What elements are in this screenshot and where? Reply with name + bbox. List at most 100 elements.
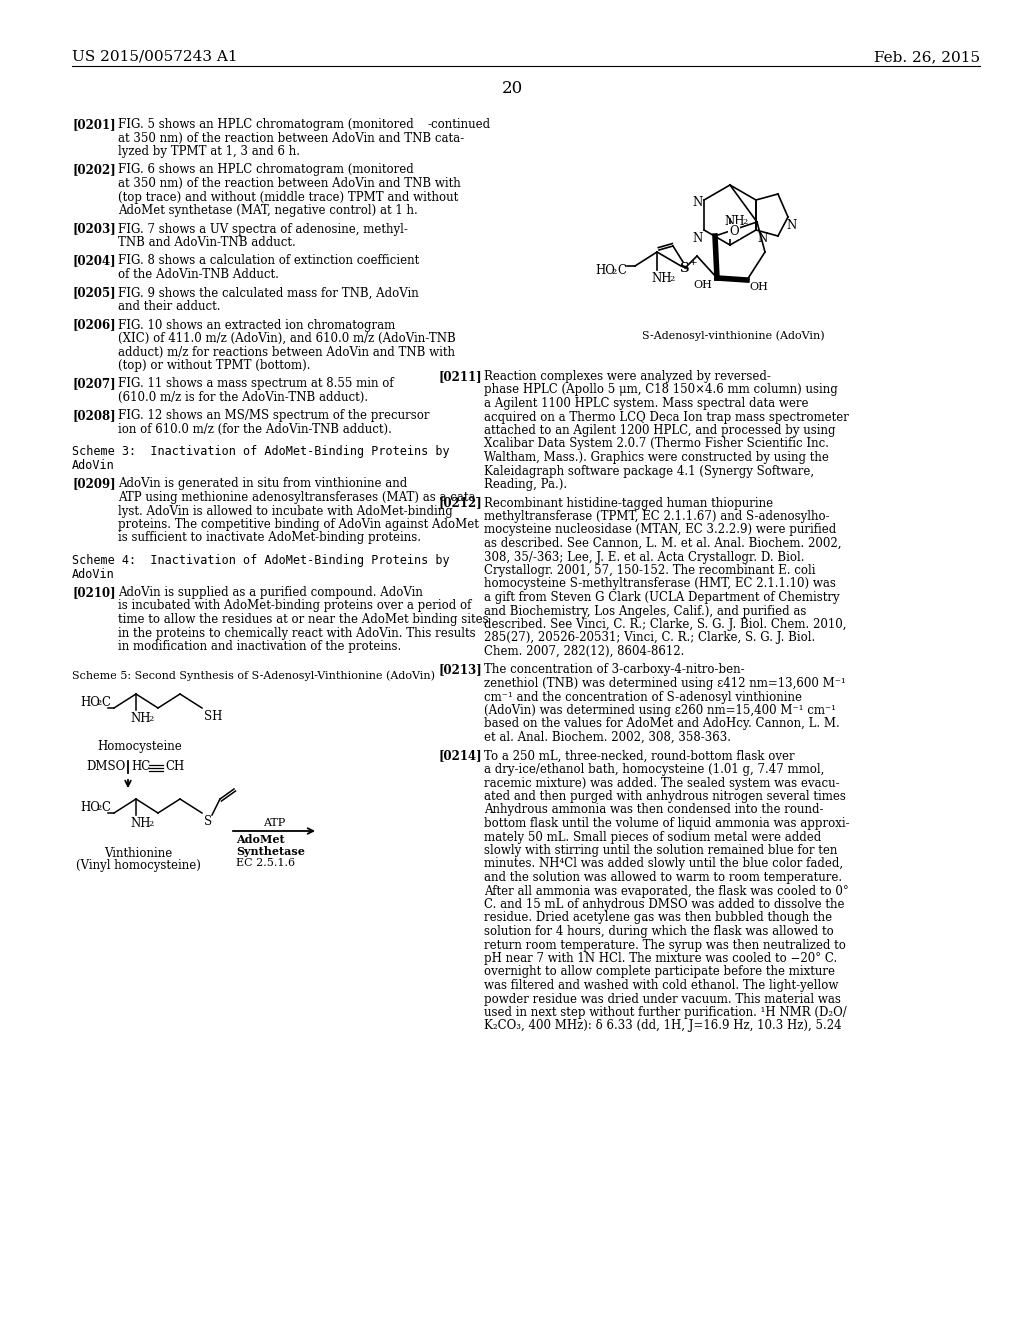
Text: described. See Vinci, C. R.; Clarke, S. G. J. Biol. Chem. 2010,: described. See Vinci, C. R.; Clarke, S. …	[484, 618, 847, 631]
Text: [0210]: [0210]	[72, 586, 116, 599]
Text: FIG. 12 shows an MS/MS spectrum of the precursor: FIG. 12 shows an MS/MS spectrum of the p…	[118, 409, 429, 422]
Text: lyzed by TPMT at 1, 3 and 6 h.: lyzed by TPMT at 1, 3 and 6 h.	[118, 145, 300, 158]
Text: a Agilent 1100 HPLC system. Mass spectral data were: a Agilent 1100 HPLC system. Mass spectra…	[484, 397, 809, 411]
Text: S-Adenosyl-vinthionine (AdoVin): S-Adenosyl-vinthionine (AdoVin)	[642, 330, 824, 341]
Text: K₂CO₃, 400 MHz): δ 6.33 (dd, 1H, J=16.9 Hz, 10.3 Hz), 5.24: K₂CO₃, 400 MHz): δ 6.33 (dd, 1H, J=16.9 …	[484, 1019, 842, 1032]
Text: (XIC) of 411.0 m/z (AdoVin), and 610.0 m/z (AdoVin-TNB: (XIC) of 411.0 m/z (AdoVin), and 610.0 m…	[118, 333, 456, 345]
Text: [0202]: [0202]	[72, 164, 116, 177]
Text: and their adduct.: and their adduct.	[118, 300, 220, 313]
Text: C. and 15 mL of anhydrous DMSO was added to dissolve the: C. and 15 mL of anhydrous DMSO was added…	[484, 898, 845, 911]
Text: NH: NH	[130, 817, 151, 830]
Text: as described. See Cannon, L. M. et al. Anal. Biochem. 2002,: as described. See Cannon, L. M. et al. A…	[484, 537, 842, 550]
Text: mocysteine nucleosidase (MTAN, EC 3.2.2.9) were purified: mocysteine nucleosidase (MTAN, EC 3.2.2.…	[484, 524, 837, 536]
Text: Anhydrous ammonia was then condensed into the round-: Anhydrous ammonia was then condensed int…	[484, 804, 823, 817]
Text: CH: CH	[165, 759, 184, 772]
Text: phase HPLC (Apollo 5 μm, C18 150×4.6 mm column) using: phase HPLC (Apollo 5 μm, C18 150×4.6 mm …	[484, 384, 838, 396]
Text: ion of 610.0 m/z (for the AdoVin-TNB adduct).: ion of 610.0 m/z (for the AdoVin-TNB add…	[118, 422, 392, 436]
Text: US 2015/0057243 A1: US 2015/0057243 A1	[72, 50, 238, 63]
Text: FIG. 9 shows the calculated mass for TNB, AdoVin: FIG. 9 shows the calculated mass for TNB…	[118, 286, 419, 300]
Text: [0212]: [0212]	[438, 496, 481, 510]
Text: 2: 2	[148, 715, 154, 723]
Text: C: C	[101, 696, 110, 709]
Text: S: S	[204, 814, 212, 828]
Text: FIG. 11 shows a mass spectrum at 8.55 min of: FIG. 11 shows a mass spectrum at 8.55 mi…	[118, 378, 393, 391]
Text: at 350 nm) of the reaction between AdoVin and TNB cata-: at 350 nm) of the reaction between AdoVi…	[118, 132, 464, 144]
Text: [0201]: [0201]	[72, 117, 116, 131]
Text: 20: 20	[502, 81, 522, 96]
Text: S: S	[679, 261, 688, 275]
Text: a dry-ice/ethanol bath, homocysteine (1.01 g, 7.47 mmol,: a dry-ice/ethanol bath, homocysteine (1.…	[484, 763, 824, 776]
Text: HC: HC	[131, 759, 151, 772]
Text: NH: NH	[130, 711, 151, 725]
Text: [0206]: [0206]	[72, 318, 116, 331]
Text: HO: HO	[595, 264, 614, 277]
Text: 2: 2	[669, 275, 674, 282]
Text: AdoVin is generated in situ from vinthionine and: AdoVin is generated in situ from vinthio…	[118, 478, 408, 491]
Text: FIG. 7 shows a UV spectra of adenosine, methyl-: FIG. 7 shows a UV spectra of adenosine, …	[118, 223, 408, 235]
Text: [0203]: [0203]	[72, 223, 116, 235]
Text: was filtered and washed with cold ethanol. The light-yellow: was filtered and washed with cold ethano…	[484, 979, 839, 993]
Text: in modification and inactivation of the proteins.: in modification and inactivation of the …	[118, 640, 401, 653]
Text: Reaction complexes were analyzed by reversed-: Reaction complexes were analyzed by reve…	[484, 370, 771, 383]
Text: in the proteins to chemically react with AdoVin. This results: in the proteins to chemically react with…	[118, 627, 475, 639]
Text: NH: NH	[724, 215, 744, 228]
Text: a gift from Steven G Clark (UCLA Department of Chemistry: a gift from Steven G Clark (UCLA Departm…	[484, 591, 840, 605]
Text: HO: HO	[80, 696, 100, 709]
Text: AdoVin: AdoVin	[72, 568, 115, 581]
Text: Homocysteine: Homocysteine	[97, 741, 182, 752]
Text: -continued: -continued	[428, 117, 492, 131]
Text: homocysteine S-methyltransferase (HMT, EC 2.1.1.10) was: homocysteine S-methyltransferase (HMT, E…	[484, 578, 836, 590]
Text: of the AdoVin-TNB Adduct.: of the AdoVin-TNB Adduct.	[118, 268, 279, 281]
Text: EC 2.5.1.6: EC 2.5.1.6	[236, 858, 295, 869]
Text: C: C	[101, 801, 110, 814]
Text: [0208]: [0208]	[72, 409, 116, 422]
Text: Vinthionine: Vinthionine	[103, 847, 172, 861]
Text: N: N	[786, 219, 797, 232]
Text: Synthetase: Synthetase	[236, 846, 305, 857]
Text: at 350 nm) of the reaction between AdoVin and TNB with: at 350 nm) of the reaction between AdoVi…	[118, 177, 461, 190]
Text: AdoMet synthetase (MAT, negative control) at 1 h.: AdoMet synthetase (MAT, negative control…	[118, 205, 418, 216]
Text: DMSO: DMSO	[86, 759, 125, 772]
Text: mately 50 mL. Small pieces of sodium metal were added: mately 50 mL. Small pieces of sodium met…	[484, 830, 821, 843]
Text: adduct) m/z for reactions between AdoVin and TNB with: adduct) m/z for reactions between AdoVin…	[118, 346, 455, 359]
Text: 2: 2	[148, 820, 154, 828]
Text: The concentration of 3-carboxy-4-nitro-ben-: The concentration of 3-carboxy-4-nitro-b…	[484, 664, 744, 676]
Text: used in next step without further purification. ¹H NMR (D₂O/: used in next step without further purifi…	[484, 1006, 847, 1019]
Text: and the solution was allowed to warm to room temperature.: and the solution was allowed to warm to …	[484, 871, 842, 884]
Text: Scheme 5: Second Synthesis of S-Adenosyl-Vinthionine (AdoVin): Scheme 5: Second Synthesis of S-Adenosyl…	[72, 671, 435, 681]
Text: time to allow the residues at or near the AdoMet binding sites: time to allow the residues at or near th…	[118, 612, 488, 626]
Text: After all ammonia was evaporated, the flask was cooled to 0°: After all ammonia was evaporated, the fl…	[484, 884, 849, 898]
Text: [0204]: [0204]	[72, 255, 116, 268]
Text: [0205]: [0205]	[72, 286, 116, 300]
Text: To a 250 mL, three-necked, round-bottom flask over: To a 250 mL, three-necked, round-bottom …	[484, 750, 795, 763]
Text: [0209]: [0209]	[72, 478, 116, 491]
Text: N: N	[757, 232, 767, 246]
Text: OH: OH	[693, 280, 712, 290]
Text: ATP: ATP	[263, 818, 285, 828]
Text: 2: 2	[96, 700, 101, 708]
Text: 2: 2	[96, 804, 101, 812]
Text: FIG. 5 shows an HPLC chromatogram (monitored: FIG. 5 shows an HPLC chromatogram (monit…	[118, 117, 414, 131]
Text: overnight to allow complete participate before the mixture: overnight to allow complete participate …	[484, 965, 835, 978]
Text: +: +	[689, 257, 697, 267]
Text: pH near 7 with 1N HCl. The mixture was cooled to −20° C.: pH near 7 with 1N HCl. The mixture was c…	[484, 952, 838, 965]
Text: Kaleidagraph software package 4.1 (Synergy Software,: Kaleidagraph software package 4.1 (Syner…	[484, 465, 814, 478]
Text: SH: SH	[204, 710, 222, 723]
Text: C: C	[617, 264, 626, 277]
Text: solution for 4 hours, during which the flask was allowed to: solution for 4 hours, during which the f…	[484, 925, 834, 939]
Text: et al. Anal. Biochem. 2002, 308, 358-363.: et al. Anal. Biochem. 2002, 308, 358-363…	[484, 731, 731, 744]
Text: [0213]: [0213]	[438, 664, 481, 676]
Text: FIG. 8 shows a calculation of extinction coefficient: FIG. 8 shows a calculation of extinction…	[118, 255, 419, 268]
Text: methyltransferase (TPMT, EC 2.1.1.67) and S-adenosylho-: methyltransferase (TPMT, EC 2.1.1.67) an…	[484, 510, 829, 523]
Text: Scheme 4:  Inactivation of AdoMet-Binding Proteins by: Scheme 4: Inactivation of AdoMet-Binding…	[72, 554, 450, 568]
Text: AdoVin is supplied as a purified compound. AdoVin: AdoVin is supplied as a purified compoun…	[118, 586, 423, 599]
Text: racemic mixture) was added. The sealed system was evacu-: racemic mixture) was added. The sealed s…	[484, 776, 840, 789]
Text: N: N	[692, 195, 702, 209]
Text: ated and then purged with anhydrous nitrogen several times: ated and then purged with anhydrous nitr…	[484, 789, 846, 803]
Text: cm⁻¹ and the concentration of S-adenosyl vinthionine: cm⁻¹ and the concentration of S-adenosyl…	[484, 690, 802, 704]
Text: AdoVin: AdoVin	[72, 459, 115, 473]
Text: 2: 2	[611, 268, 616, 276]
Text: TNB and AdoVin-TNB adduct.: TNB and AdoVin-TNB adduct.	[118, 236, 296, 249]
Text: residue. Dried acetylene gas was then bubbled though the: residue. Dried acetylene gas was then bu…	[484, 912, 833, 924]
Text: bottom flask until the volume of liquid ammonia was approxi-: bottom flask until the volume of liquid …	[484, 817, 850, 830]
